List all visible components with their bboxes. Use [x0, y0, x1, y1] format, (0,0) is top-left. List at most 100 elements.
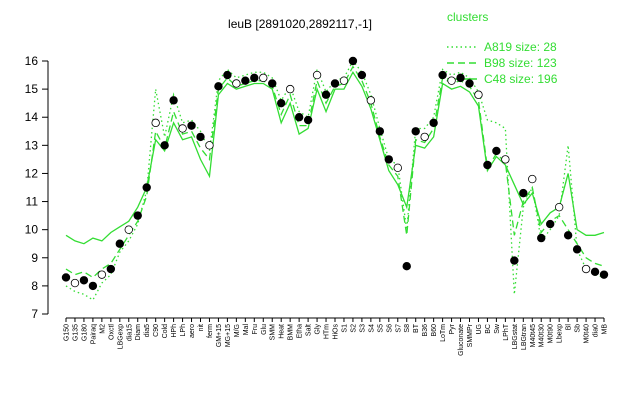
x-tick-label: Mal [243, 324, 250, 336]
x-tick-label: G180 [81, 324, 88, 341]
y-tick-label: 12 [25, 166, 39, 180]
x-tick-label: B60 [431, 324, 438, 337]
data-point [151, 118, 160, 128]
data-point [384, 155, 393, 164]
y-tick-label: 10 [25, 223, 39, 237]
x-tick-label: MG+15 [225, 324, 232, 347]
data-point [563, 231, 573, 240]
data-point [546, 219, 555, 229]
data-point [554, 202, 564, 212]
data-point [205, 141, 214, 150]
data-point [357, 70, 367, 80]
x-tick-label: dia15 [126, 324, 133, 341]
x-tick-label: C90 [153, 324, 160, 337]
data-point [250, 73, 259, 83]
data-point [259, 73, 268, 83]
data-point [510, 256, 519, 265]
x-tick-label: S4 [368, 324, 375, 333]
x-tick-label: Salt [306, 324, 313, 336]
data-point [268, 79, 277, 88]
x-tick-label: nit [198, 324, 205, 331]
data-point [133, 211, 142, 220]
x-tick-label: dia5 [144, 324, 151, 337]
data-point [232, 79, 241, 88]
data-point [375, 127, 385, 136]
data-point [429, 118, 438, 128]
legend-label: A819 size: 28 [484, 40, 557, 54]
data-point [456, 73, 465, 83]
y-tick-label: 8 [31, 279, 38, 293]
x-tick-label: HPh [171, 324, 178, 338]
x-tick-label: MB [602, 324, 609, 335]
cluster-line [65, 65, 605, 279]
data-point [537, 233, 546, 243]
data-point [79, 276, 89, 285]
data-point [447, 76, 456, 85]
x-tick-label: M0t90 [548, 324, 555, 344]
x-tick-label: S7 [395, 324, 402, 333]
x-tick-label: Glu [261, 324, 268, 335]
x-tick-label: G135 [72, 324, 79, 341]
y-tick-label: 14 [25, 110, 39, 124]
data-point [599, 270, 609, 279]
data-point [214, 82, 223, 91]
x-tick-label: B36 [422, 324, 429, 337]
x-tick-label: M0t40 [584, 324, 591, 344]
x-tick-label: LBGexp [117, 324, 124, 349]
x-tick-label: Etha [297, 324, 304, 339]
x-tick-label: BT [413, 323, 420, 333]
data-point [420, 132, 429, 142]
x-tick-label: Pairaq [90, 324, 97, 344]
x-tick-label: aero [189, 324, 196, 338]
x-tick-label: GM+15 [216, 324, 223, 347]
data-point [277, 98, 286, 108]
data-point [483, 160, 492, 170]
x-tick-label: M40t30 [539, 324, 546, 347]
data-point [402, 262, 411, 271]
x-tick-label: Gluconate [458, 324, 465, 356]
x-tick-label: Sw [494, 323, 501, 334]
data-point [196, 132, 205, 142]
x-tick-label: Fru [252, 324, 259, 335]
data-point [572, 245, 582, 254]
data-point [160, 141, 169, 150]
legend-label: C48 size: 196 [484, 72, 558, 86]
data-point [438, 70, 447, 80]
x-tick-label: dia0 [593, 324, 600, 337]
data-point [348, 56, 358, 66]
data-point [88, 281, 98, 291]
data-point [330, 79, 340, 88]
x-tick-label: ferm [207, 324, 214, 338]
y-tick-label: 11 [26, 195, 39, 209]
data-point [590, 267, 600, 277]
x-tick-label: G150 [64, 324, 71, 341]
data-point [285, 84, 295, 94]
x-tick-label: SMM [270, 324, 277, 341]
data-point [223, 70, 232, 80]
x-tick-label: HTm [324, 324, 331, 339]
x-tick-label: LPhT [503, 323, 510, 340]
data-point [97, 270, 107, 279]
x-tick-label: M40t45 [530, 324, 537, 347]
data-point [393, 163, 402, 173]
data-point [501, 155, 510, 164]
data-point [528, 174, 537, 184]
data-point [70, 278, 80, 288]
x-tick-label: LBGstat [512, 324, 519, 349]
x-tick-label: Sb [575, 324, 582, 333]
x-tick-label: Heat [279, 324, 286, 339]
data-point [142, 183, 151, 192]
x-tick-label: M2 [99, 324, 106, 334]
data-point [321, 90, 331, 99]
x-tick-label: S8 [404, 324, 411, 333]
data-point [61, 273, 71, 282]
x-tick-label: S5 [377, 324, 384, 333]
data-point [465, 79, 474, 88]
legend-title: clusters [447, 10, 488, 24]
data-point [519, 188, 528, 198]
x-tick-label: BMM [288, 324, 295, 341]
x-tick-label: BC [485, 324, 492, 334]
x-tick-label: S1 [341, 324, 348, 333]
data-point [106, 264, 116, 274]
x-tick-label: LBGtran [521, 324, 528, 350]
